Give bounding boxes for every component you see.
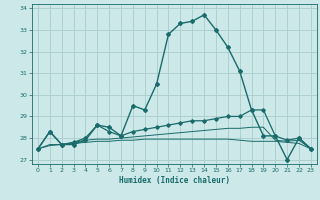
X-axis label: Humidex (Indice chaleur): Humidex (Indice chaleur) <box>119 176 230 185</box>
